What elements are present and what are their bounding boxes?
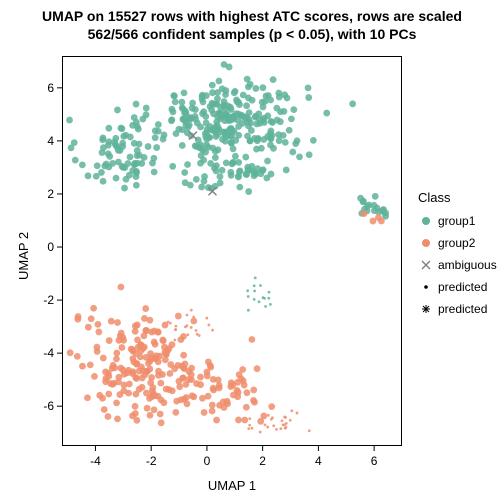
y-tick-label: 2 — [34, 187, 54, 201]
legend-marker-icon — [418, 210, 434, 232]
y-tick-label: -2 — [34, 293, 54, 307]
y-tick-label: 4 — [34, 134, 54, 148]
legend-item-label: ambiguous — [438, 258, 497, 272]
legend-item-label: predicted — [438, 302, 487, 316]
x-tick-label: 4 — [315, 454, 322, 468]
x-tick-label: 2 — [259, 454, 266, 468]
x-tick-label: 6 — [371, 454, 378, 468]
legend-marker-icon — [418, 276, 434, 298]
legend-title: Class — [418, 190, 451, 205]
legend-item-label: group2 — [438, 236, 475, 250]
legend-marker-icon — [418, 254, 434, 276]
x-tick-label: 0 — [204, 454, 211, 468]
x-tick-label: -4 — [90, 454, 101, 468]
y-tick-label: 0 — [34, 240, 54, 254]
umap-chart: UMAP on 15527 rows with highest ATC scor… — [0, 0, 504, 504]
y-tick-label: 6 — [34, 81, 54, 95]
y-tick-label: -6 — [34, 399, 54, 413]
legend-marker-icon — [418, 298, 434, 320]
legend-item-label: predicted — [438, 280, 487, 294]
y-tick-label: -4 — [34, 346, 54, 360]
legend-marker-icon — [418, 232, 434, 254]
x-tick-label: -2 — [146, 454, 157, 468]
legend-item-label: group1 — [438, 214, 475, 228]
